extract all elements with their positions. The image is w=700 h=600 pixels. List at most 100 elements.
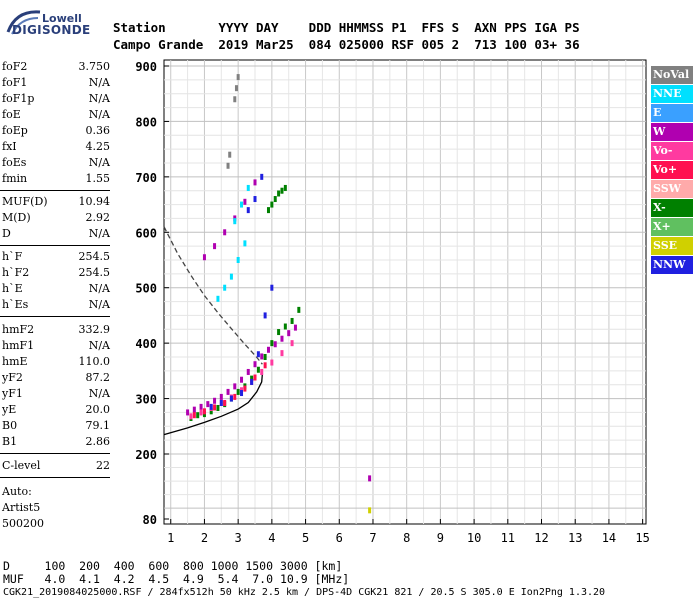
echo-point (250, 378, 254, 385)
x-tick-label: 8 (403, 531, 410, 545)
y-tick-label: 80 (143, 513, 157, 527)
y-tick-label: 800 (135, 115, 157, 129)
echo-point (253, 179, 257, 186)
echo-point (209, 408, 213, 415)
echo-point (246, 184, 250, 191)
separator (0, 453, 110, 454)
echo-point (270, 284, 274, 291)
x-tick-label: 7 (369, 531, 376, 545)
param-foEp: foEp 0.36 (2, 124, 110, 137)
param-MUFD: MUF(D) 10.94 (2, 195, 110, 208)
echo-point (219, 393, 223, 400)
y-tick-label: 400 (135, 337, 157, 351)
legend-item-nnw: NNW (651, 256, 693, 274)
legend-item-w: W (651, 123, 693, 141)
param-B1: B1 2.86 (2, 435, 110, 448)
y-tick-label: 200 (135, 448, 157, 462)
echo-point (223, 229, 227, 236)
param-hEs: h`Es N/A (2, 298, 110, 311)
echo-point (233, 383, 237, 390)
echo-point (368, 507, 372, 514)
y-tick-label: 700 (135, 171, 157, 185)
echo-point (280, 335, 284, 342)
echo-point (270, 359, 274, 366)
param-hF2: h`F2 254.5 (2, 266, 110, 279)
legend-item-e: E (651, 104, 693, 122)
echo-point (280, 350, 284, 357)
echo-point (270, 340, 274, 347)
echo-point (290, 317, 294, 324)
header-values: Campo Grande 2019 Mar25 084 025000 RSF 0… (113, 37, 580, 52)
param-hF: h`F 254.5 (2, 250, 110, 263)
echo-point (186, 409, 190, 416)
legend-item-noval: NoVal (651, 66, 693, 84)
echo-point (246, 368, 250, 375)
echo-point (206, 401, 210, 408)
echo-point (229, 395, 233, 402)
legend-item-x: X- (651, 199, 693, 217)
y-tick-label: 600 (135, 226, 157, 240)
echo-point (293, 324, 297, 331)
echo-point (199, 409, 203, 416)
param-hmF2: hmF2 332.9 (2, 323, 110, 336)
x-tick-label: 6 (336, 531, 343, 545)
echo-point (253, 361, 257, 368)
echo-point (263, 312, 267, 319)
separator (0, 245, 110, 246)
footer-muf-row: MUF 4.0 4.1 4.2 4.5 4.9 5.4 7.0 10.9 [MH… (3, 572, 350, 586)
echo-point (368, 475, 372, 482)
plot-frame (163, 59, 647, 525)
digisonde-logo-swoosh-icon (6, 10, 41, 35)
y-tick-label: 500 (135, 282, 157, 296)
x-tick-label: 14 (602, 531, 616, 545)
param-foF2: foF2 3.750 (2, 60, 110, 73)
echo-point (290, 340, 294, 347)
echo-point (234, 85, 238, 92)
echo-point (236, 74, 240, 81)
echo-point (260, 353, 264, 360)
echo-point (213, 404, 217, 411)
legend-item-sse: SSE (651, 237, 693, 255)
param-foF1: foF1 N/A (2, 76, 110, 89)
echo-point (240, 376, 244, 383)
echo-point (192, 412, 196, 419)
param-hE: h`E N/A (2, 282, 110, 295)
x-tick-label: 5 (302, 531, 309, 545)
profile-curve (163, 373, 264, 436)
auto-label: Auto: (2, 485, 32, 498)
x-tick-label: 12 (534, 531, 548, 545)
echo-point (277, 190, 281, 197)
echo-point (283, 184, 287, 191)
echo-point (250, 375, 254, 382)
echo-point (219, 400, 223, 407)
x-tick-label: 15 (635, 531, 649, 545)
echo-point (229, 273, 233, 280)
echo-point (240, 390, 244, 397)
echo-point (223, 400, 227, 407)
echo-point (256, 351, 260, 358)
param-foF1p: foF1p N/A (2, 92, 110, 105)
echo-point (202, 408, 206, 415)
auto-code: 500200 (2, 517, 44, 530)
footer-distance-row: D 100 200 400 600 800 1000 1500 3000 [km… (3, 559, 343, 573)
param-hmF1: hmF1 N/A (2, 339, 110, 352)
x-tick-label: 1 (167, 531, 174, 545)
echo-point (216, 404, 220, 411)
echo-point (253, 374, 257, 381)
echo-point (189, 413, 193, 420)
echo-point (297, 306, 301, 313)
echo-point (209, 403, 213, 410)
echo-point (246, 207, 250, 214)
echo-point (273, 196, 277, 203)
logo-digisonde: DIGISONDE (12, 23, 91, 37)
param-B0: B0 79.1 (2, 419, 110, 432)
legend-item-vo: Vo+ (651, 161, 693, 179)
x-tick-label: 9 (437, 531, 444, 545)
echo-point (233, 96, 237, 103)
y-tick-label: 300 (135, 393, 157, 407)
param-fxI: fxI 4.25 (2, 140, 110, 153)
echo-point (256, 366, 260, 373)
x-tick-label: 2 (201, 531, 208, 545)
echo-point (280, 187, 284, 194)
